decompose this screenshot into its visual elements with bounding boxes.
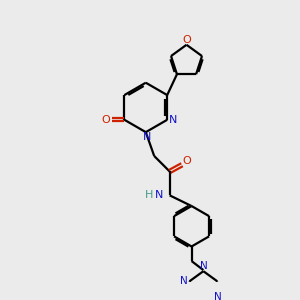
Text: N: N	[200, 261, 208, 271]
Text: O: O	[102, 115, 110, 125]
Text: O: O	[182, 156, 191, 167]
Text: N: N	[169, 115, 178, 125]
Text: N: N	[155, 190, 163, 200]
Text: H: H	[144, 190, 153, 200]
Text: N: N	[143, 132, 152, 142]
Text: N: N	[214, 292, 222, 300]
Text: N: N	[180, 276, 188, 286]
Text: O: O	[183, 35, 191, 45]
